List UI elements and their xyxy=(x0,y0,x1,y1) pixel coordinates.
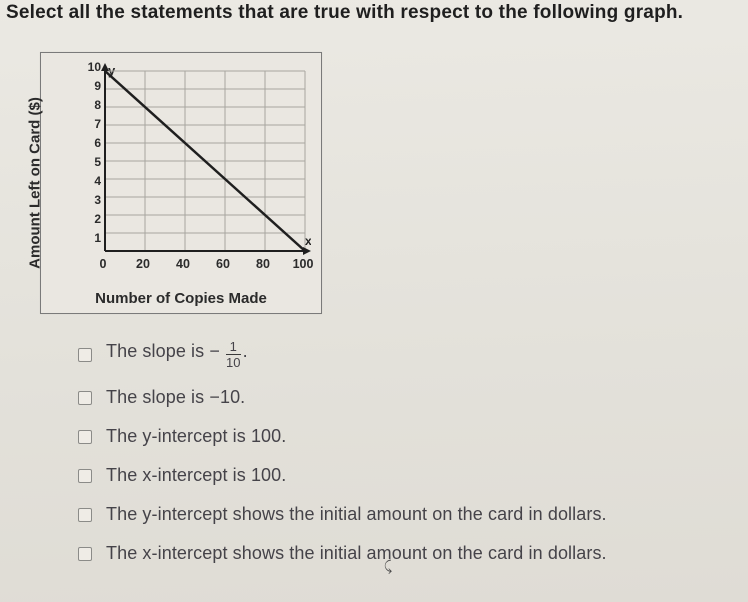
ytick-label: 2 xyxy=(94,212,101,226)
y-ticks: 10 9 8 7 6 5 4 3 2 1 xyxy=(83,67,101,257)
ytick-label: 4 xyxy=(94,174,101,188)
checkbox-icon[interactable] xyxy=(78,348,92,362)
option-5[interactable]: The y-intercept shows the initial amount… xyxy=(78,504,728,525)
ytick-label: 5 xyxy=(94,155,101,169)
option-6[interactable]: The x-intercept shows the initial amount… xyxy=(78,543,728,564)
fraction-num: 1 xyxy=(226,340,241,355)
checkbox-icon[interactable] xyxy=(78,430,92,444)
option-text: The x-intercept is 100. xyxy=(106,465,286,486)
ytick-label: 6 xyxy=(94,136,101,150)
xtick-label: 100 xyxy=(293,257,314,271)
x-ticks: 0 20 40 60 80 100 xyxy=(103,257,303,273)
option-text: The y-intercept is 100. xyxy=(106,426,286,447)
cursor-icon: ⤹ xyxy=(384,558,393,575)
fraction: 110 xyxy=(226,340,241,369)
xtick-label: 0 xyxy=(100,257,107,271)
xtick-label: 20 xyxy=(136,257,150,271)
chart-inner: Amount Left on Card ($) y xyxy=(41,53,321,313)
checkbox-icon[interactable] xyxy=(78,508,92,522)
page-root: Select all the statements that are true … xyxy=(0,0,748,602)
axes xyxy=(101,63,311,255)
option-3[interactable]: The y-intercept is 100. xyxy=(78,426,728,447)
option-4[interactable]: The x-intercept is 100. xyxy=(78,465,728,486)
x-axis-label: Number of Copies Made xyxy=(41,290,321,307)
chart-card: Amount Left on Card ($) y xyxy=(40,52,322,314)
ytick-label: 3 xyxy=(94,193,101,207)
option-text-post: . xyxy=(243,341,248,361)
ytick-label: 7 xyxy=(94,117,101,131)
ytick-label: 1 xyxy=(94,231,101,245)
option-text-main: The x-intercept shows the initial amount… xyxy=(106,543,607,563)
question-text: Select all the statements that are true … xyxy=(6,2,683,24)
option-text: The slope is −10. xyxy=(106,387,245,408)
option-text: The x-intercept shows the initial amount… xyxy=(106,543,620,564)
ytick-label: 8 xyxy=(94,98,101,112)
option-text-pre: The slope is − xyxy=(106,341,220,361)
xtick-label: 60 xyxy=(216,257,230,271)
answer-options: The slope is − 110. The slope is −10. The… xyxy=(78,340,728,564)
checkbox-icon[interactable] xyxy=(78,391,92,405)
x-axis-letter: x xyxy=(305,234,311,248)
fraction-den: 10 xyxy=(226,355,241,369)
xtick-label: 40 xyxy=(176,257,190,271)
option-text: The slope is − 110. xyxy=(106,340,248,369)
checkbox-icon[interactable] xyxy=(78,469,92,483)
checkbox-icon[interactable] xyxy=(78,547,92,561)
ytick-label: 10 xyxy=(88,60,101,74)
y-axis-label: Amount Left on Card ($) xyxy=(27,97,44,269)
option-2[interactable]: The slope is −10. xyxy=(78,387,728,408)
option-text: The y-intercept shows the initial amount… xyxy=(106,504,607,525)
ytick-label: 9 xyxy=(94,79,101,93)
xtick-label: 80 xyxy=(256,257,270,271)
option-1[interactable]: The slope is − 110. xyxy=(78,340,728,369)
